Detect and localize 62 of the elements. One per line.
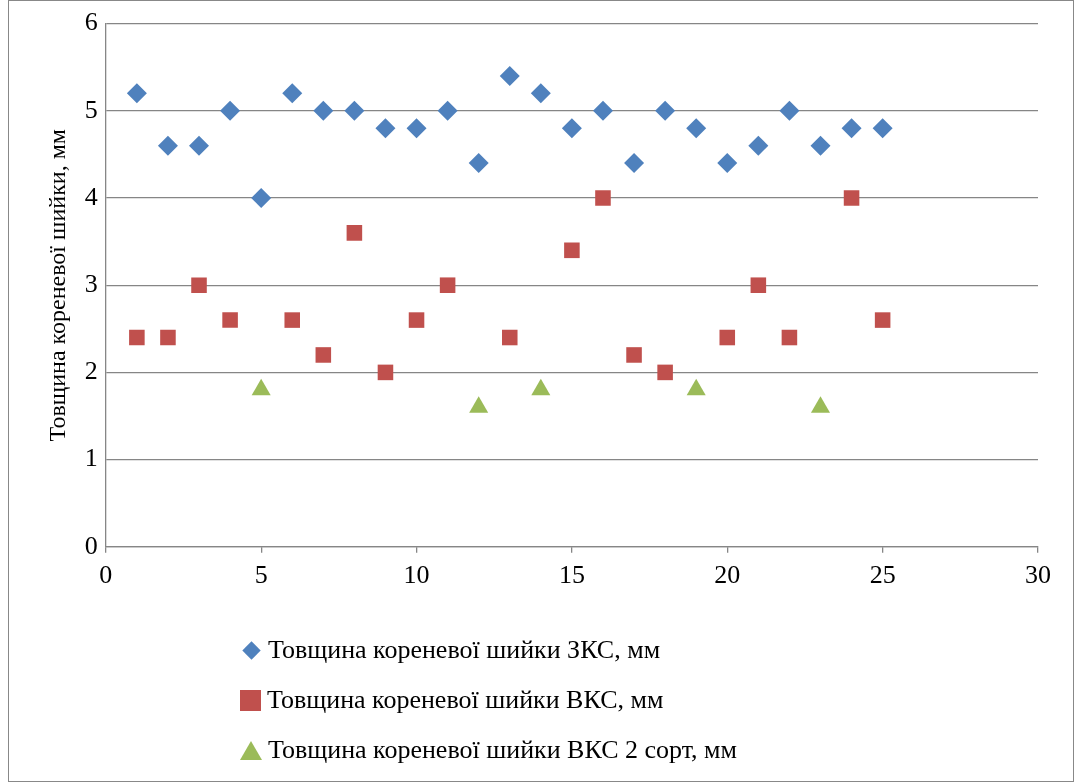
point: [377, 364, 394, 381]
point: [468, 153, 489, 174]
point: [437, 100, 458, 121]
point: [284, 312, 301, 328]
point: [841, 118, 862, 139]
x-tick-label: 5: [254, 560, 268, 590]
legend-label: Товщина кореневої шийки ЗКС, мм: [268, 635, 661, 665]
point: [717, 153, 738, 174]
y-tick-label: 6: [84, 7, 98, 37]
point: [686, 118, 707, 139]
point: [595, 190, 611, 206]
point: [282, 83, 303, 104]
point: [220, 100, 241, 121]
point: [810, 135, 831, 156]
point: [655, 100, 676, 121]
point: [315, 347, 332, 363]
point: [439, 277, 456, 293]
point: [779, 100, 800, 121]
point: [189, 135, 210, 156]
point: [408, 312, 425, 328]
point: [375, 118, 396, 139]
y-tick-label: 0: [84, 530, 98, 560]
x-tick-label: 25: [869, 560, 896, 590]
point: [530, 83, 551, 104]
point: [313, 100, 334, 121]
point: [344, 100, 365, 121]
point: [748, 135, 769, 156]
point: [719, 329, 736, 346]
point: [191, 277, 207, 293]
point: [346, 225, 363, 241]
point: [501, 329, 518, 346]
point: [872, 118, 893, 139]
point: [129, 329, 145, 346]
x-tick-label: 30: [1025, 560, 1051, 590]
point: [843, 190, 860, 206]
point: [222, 312, 238, 328]
y-tick-label: 2: [84, 356, 98, 386]
legend-label: Товщина кореневої шийки ВКС, мм: [267, 685, 664, 715]
point: [781, 329, 798, 346]
y-tick-label: 5: [84, 94, 98, 124]
point: [406, 118, 427, 139]
y-tick-label: 4: [84, 181, 98, 211]
y-tick-label: 1: [84, 443, 98, 473]
point: [564, 242, 580, 259]
point: [874, 312, 891, 328]
y-tick-label: 3: [84, 269, 98, 299]
point: [499, 65, 520, 86]
point: [561, 118, 582, 139]
x-tick-label: 10: [403, 560, 430, 590]
x-tick-label: 15: [558, 560, 585, 590]
point: [157, 135, 178, 156]
point: [750, 277, 767, 293]
point: [626, 347, 642, 363]
y-axis-title: Товщина кореневої шийки, мм: [43, 128, 70, 442]
point: [624, 153, 645, 174]
point: [160, 329, 176, 346]
legend-label: Товщина кореневої шийки ВКС 2 сорт, мм: [268, 735, 738, 765]
x-tick-label: 20: [714, 560, 741, 590]
point: [657, 364, 673, 381]
point: [592, 100, 613, 121]
point: [126, 83, 147, 104]
point: [251, 188, 272, 208]
